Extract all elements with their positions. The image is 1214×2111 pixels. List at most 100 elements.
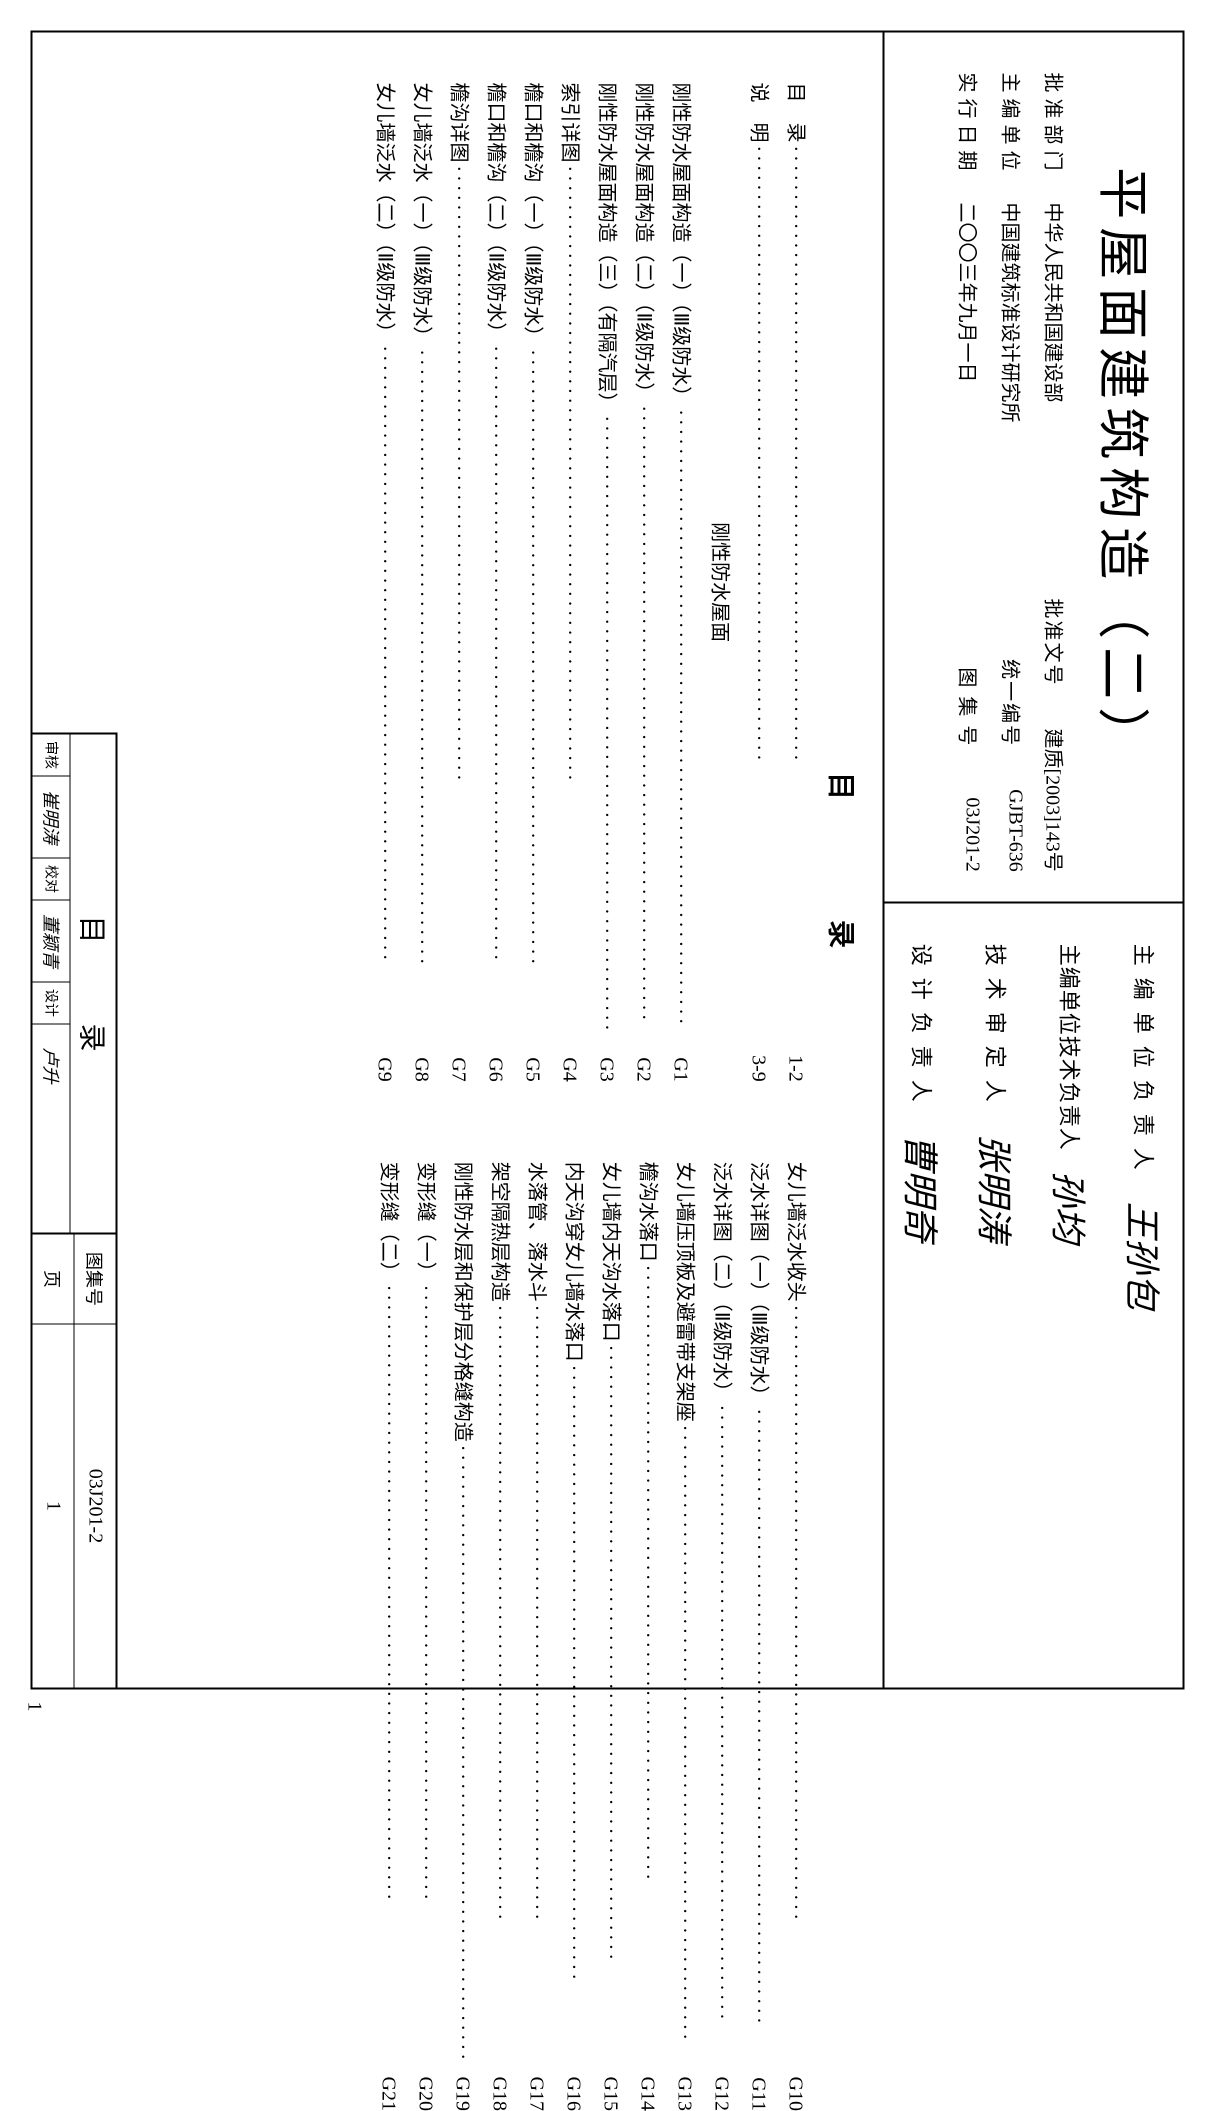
toc-entry-text: 泛水详图（二）（Ⅱ级防水） [709, 1161, 738, 1401]
toc-subheader: 刚性防水屋面 [707, 82, 736, 1081]
toc-entry: 架空隔热层构造·································… [487, 1161, 516, 2110]
page-label: 页 [32, 1234, 73, 1324]
effective-date-label: 实行日期 [954, 72, 983, 202]
toc-entry-page: G12 [709, 2066, 732, 2111]
document-page: 平屋面建筑构造（二） 批准部门 中华人民共和国建设部 批准文号 建质[2003]… [30, 30, 1184, 1689]
toc-entry-page: 3-9 [746, 1036, 769, 1081]
toc-entry-page: G3 [594, 1036, 617, 1081]
atlas-row: 图集号 03J201-2 [73, 1234, 115, 1687]
toc-entry: 檐沟详图····································… [446, 82, 475, 1081]
toc-entry-text: 索引详图 [557, 82, 586, 162]
design-head-label: 设计负责人 [906, 943, 938, 1113]
toc-entry-text: 女儿墙泛水收头 [783, 1161, 812, 1301]
toc-dots: ········································… [709, 1401, 732, 2065]
toc-dots: ········································… [557, 162, 580, 1036]
side-page-number: 1 [22, 1701, 45, 1711]
toc-entry: 刚性防水屋面构造（二）（Ⅱ级防水）·······················… [631, 82, 660, 1081]
info-row: 批准部门 中华人民共和国建设部 批准文号 建质[2003]143号 [1040, 72, 1069, 871]
footer-left: 目录 审核 崔明涛 校对 董颖青 设计 卢升 [32, 732, 115, 1232]
toc-entry-page: G17 [524, 2066, 547, 2111]
toc-entry: 檐口和檐沟（二）（Ⅱ级防水）··························… [483, 82, 512, 1081]
atlas-value: 03J201-2 [74, 1324, 115, 1687]
toc-entry-page: G8 [409, 1036, 432, 1081]
toc-entry-text: 檐沟水落口 [635, 1161, 664, 1261]
signature-panel: 主编单位负责人 王孙包 主编单位技术负责人 孙均 技术审定人 张明涛 设计负责人… [884, 903, 1182, 1687]
sig-row: 设计负责人 曹明奇 [896, 943, 948, 1647]
toc-dots: ········································… [376, 1281, 399, 2065]
toc-entry-page: G10 [783, 2066, 806, 2111]
toc-dots: ········································… [413, 1281, 436, 2065]
toc-entry: 檐沟水落口···································… [635, 1161, 664, 2110]
toc-entry: 水落管、落水斗·································… [524, 1161, 553, 2110]
review-label: 审核 [32, 734, 69, 776]
check-label: 校对 [32, 858, 69, 900]
toc-dots: ········································… [631, 402, 654, 1036]
sig-row: 技术审定人 张明涛 [970, 943, 1022, 1647]
review-sig: 崔明涛 [32, 776, 69, 858]
toc-dots: ········································… [524, 1301, 547, 2065]
toc-right-column: 女儿墙泛水收头·································… [127, 1161, 812, 2110]
toc-entry-text: 刚性防水屋面构造（三）（有隔汽层） [594, 82, 623, 412]
toc-columns: 目 录·····································… [127, 82, 812, 1637]
toc-entry-page: G21 [376, 2066, 399, 2111]
toc-entry-text: 刚性防水屋面构造（二）（Ⅱ级防水） [631, 82, 660, 402]
tech-review-label: 技术审定人 [980, 943, 1012, 1113]
info-row: 主编单位 中国建筑标准设计研究所 统一编号 GJBT-636 [997, 72, 1026, 871]
tech-review-sig: 张明涛 [970, 1133, 1022, 1241]
toc-entry-text: 檐沟详图 [446, 82, 475, 162]
toc-entry-page: G20 [413, 2066, 436, 2111]
atlas-label: 图集号 [74, 1234, 115, 1324]
toc-entry-text: 内天沟穿女儿墙水落口 [561, 1161, 590, 1361]
approve-dept: 中华人民共和国建设部 [1040, 202, 1069, 598]
unit-head-sig: 王孙包 [1118, 1201, 1170, 1309]
editor-unit-label: 主编单位 [997, 72, 1026, 202]
unit-head-label: 主编单位负责人 [1128, 943, 1160, 1181]
unified-no: GJBT-636 [997, 789, 1026, 872]
toc-entry-page: G2 [631, 1036, 654, 1081]
toc-left-column: 目 录·····································… [127, 82, 812, 1081]
footer-sig-row: 审核 崔明涛 校对 董颖青 设计 卢升 [32, 734, 69, 1232]
toc-entry: 泛水详图（一）（Ⅲ级防水）···························… [746, 1161, 775, 2110]
toc-entry: 刚性防水屋面构造（一）（Ⅲ级防水）·······················… [668, 82, 697, 1081]
toc-entry: 刚性防水层和保护层分格缝构造··························… [450, 1161, 479, 2110]
effective-date: 二〇〇三年九月一日 [954, 202, 983, 667]
approve-doc: 建质[2003]143号 [1040, 728, 1069, 871]
design-label: 设计 [32, 982, 69, 1024]
toc-dots: ········································… [409, 346, 432, 1036]
unified-no-label: 统一编号 [997, 659, 1026, 789]
toc-dots: ········································… [783, 1301, 806, 2065]
check-sig: 董颖青 [32, 900, 69, 982]
toc-entry-page: G6 [483, 1036, 506, 1081]
toc-entry: 女儿墙内天沟水落口·······························… [598, 1161, 627, 2110]
document-title: 平屋面建筑构造（二） [1089, 62, 1164, 871]
sig-row: 主编单位负责人 王孙包 [1118, 943, 1170, 1647]
toc-dots: ········································… [446, 162, 469, 1036]
footer-title: 目录 [69, 734, 115, 1232]
toc-entry-text: 刚性防水层和保护层分格缝构造 [450, 1161, 479, 1441]
toc-entry: 泛水详图（二）（Ⅱ级防水）···························… [709, 1161, 738, 2110]
header-block: 平屋面建筑构造（二） 批准部门 中华人民共和国建设部 批准文号 建质[2003]… [882, 32, 1182, 1687]
page-value: 1 [32, 1324, 73, 1687]
toc-entry-page: 1-2 [783, 1036, 806, 1081]
atlas-no: 03J201-2 [954, 797, 983, 871]
toc-entry: 女儿墙泛水（一）（Ⅲ级防水）··························… [409, 82, 438, 1081]
toc-entry-page: G14 [635, 2066, 658, 2111]
toc-entry-text: 檐口和檐沟（一）（Ⅲ级防水） [520, 82, 549, 346]
toc-entry: 说 明·····································… [746, 82, 775, 1081]
toc-dots: ········································… [746, 1405, 769, 2065]
title-info-panel: 平屋面建筑构造（二） 批准部门 中华人民共和国建设部 批准文号 建质[2003]… [884, 32, 1182, 903]
design-head-sig: 曹明奇 [896, 1133, 948, 1241]
toc-entry-text: 檐口和檐沟（二）（Ⅱ级防水） [483, 82, 512, 342]
toc-entry: 目 录·····································… [783, 82, 812, 1081]
toc-entry: 刚性防水屋面构造（三）（有隔汽层）·······················… [594, 82, 623, 1081]
toc-entry-page: G4 [557, 1036, 580, 1081]
toc-dots: ········································… [487, 1301, 510, 2065]
toc-entry-text: 泛水详图（一）（Ⅲ级防水） [746, 1161, 775, 1405]
toc-entry-page: G7 [446, 1036, 469, 1081]
tech-head-label: 主编单位技术负责人 [1054, 943, 1086, 1150]
design-sig: 卢升 [32, 1024, 69, 1106]
page-row: 页 1 [32, 1234, 73, 1687]
toc-dots: ········································… [746, 142, 769, 1036]
toc-entry: 女儿墙泛水（二）（Ⅱ级防水）··························… [372, 82, 401, 1081]
toc-dots: ········································… [594, 412, 617, 1036]
